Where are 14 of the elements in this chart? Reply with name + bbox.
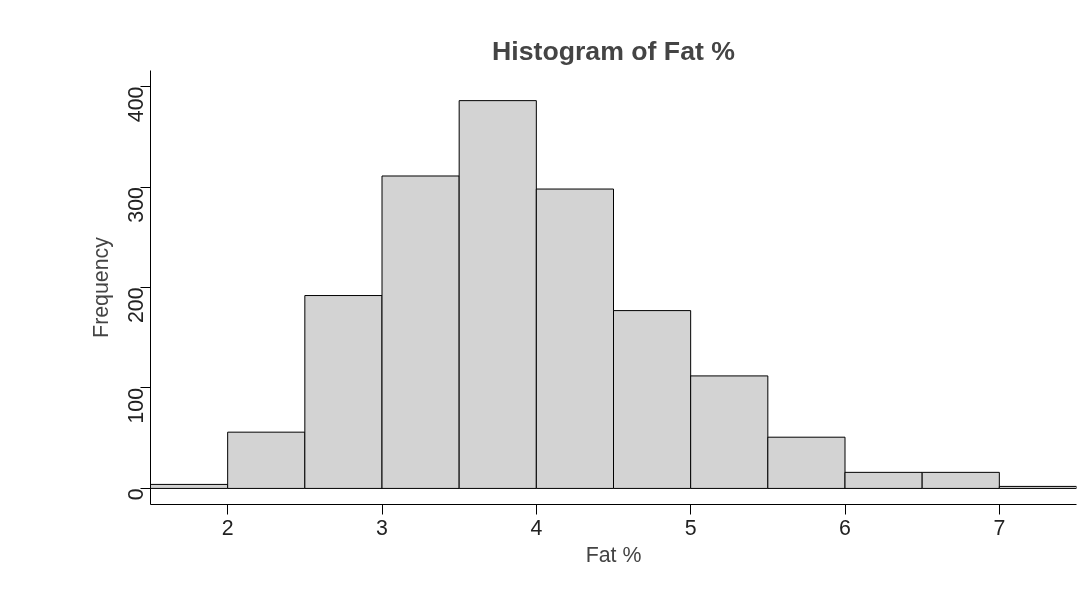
y-tick-label: 0 [124,488,148,501]
y-tick-label: 300 [124,186,148,223]
y-tick-label: 400 [124,86,148,123]
y-axis-title: Frequency [88,236,113,338]
y-tick-label: 200 [124,287,148,324]
x-tick-label: 6 [839,515,851,540]
y-tick-label: 100 [124,387,148,424]
x-tick-label: 7 [993,515,1006,540]
chart-title: Histogram of Fat % [492,35,735,66]
x-tick-label: 4 [530,515,543,540]
x-tick-label: 5 [684,515,697,540]
x-axis-title: Fat % [585,542,642,567]
x-tick-label: 3 [376,515,388,540]
x-tick-label: 2 [221,515,234,540]
